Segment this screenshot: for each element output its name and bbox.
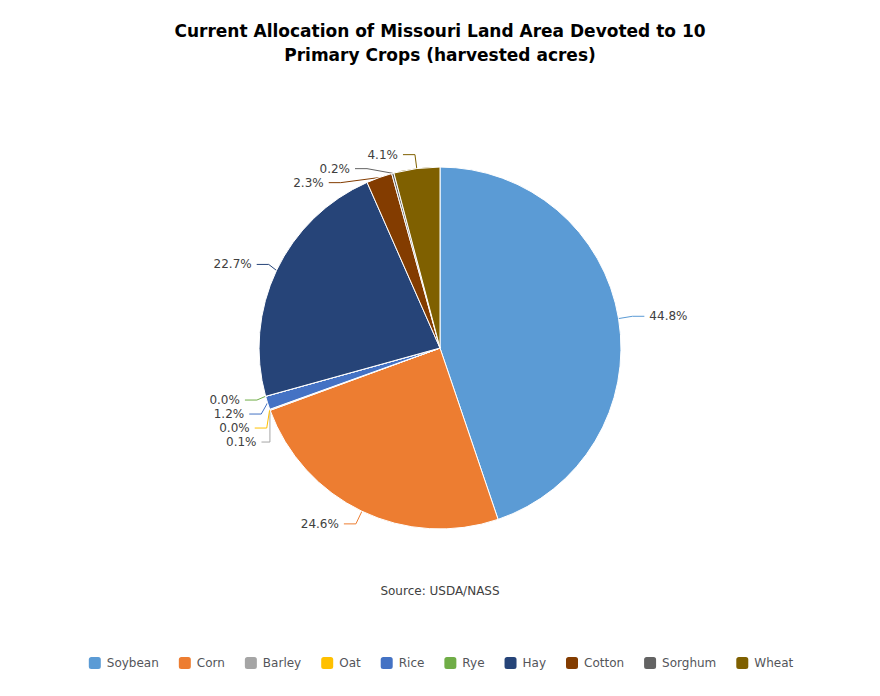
svg-text:Hay: Hay [523,656,546,670]
svg-text:Corn: Corn [197,656,225,670]
svg-text:0.0%: 0.0% [209,393,240,407]
svg-text:Sorghum: Sorghum [662,656,716,670]
svg-text:Oat: Oat [339,656,361,670]
svg-text:0.1%: 0.1% [226,435,257,449]
svg-text:4.1%: 4.1% [367,148,398,162]
svg-text:Rye: Rye [462,656,484,670]
svg-text:0.2%: 0.2% [320,162,351,176]
svg-text:Wheat: Wheat [754,656,793,670]
svg-text:2.3%: 2.3% [293,176,324,190]
svg-text:Soybean: Soybean [107,656,159,670]
svg-text:Cotton: Cotton [584,656,624,670]
svg-text:Primary Crops (harvested acres: Primary Crops (harvested acres) [284,45,596,65]
svg-text:Source: USDA/NASS: Source: USDA/NASS [380,584,499,598]
svg-text:0.0%: 0.0% [219,421,250,435]
svg-text:24.6%: 24.6% [301,517,339,531]
svg-text:Current Allocation of Missouri: Current Allocation of Missouri Land Area… [174,21,705,41]
svg-text:1.2%: 1.2% [214,407,245,421]
svg-text:22.7%: 22.7% [214,257,252,271]
svg-text:Barley: Barley [263,656,301,670]
svg-text:44.8%: 44.8% [649,309,687,323]
svg-text:Rice: Rice [399,656,425,670]
